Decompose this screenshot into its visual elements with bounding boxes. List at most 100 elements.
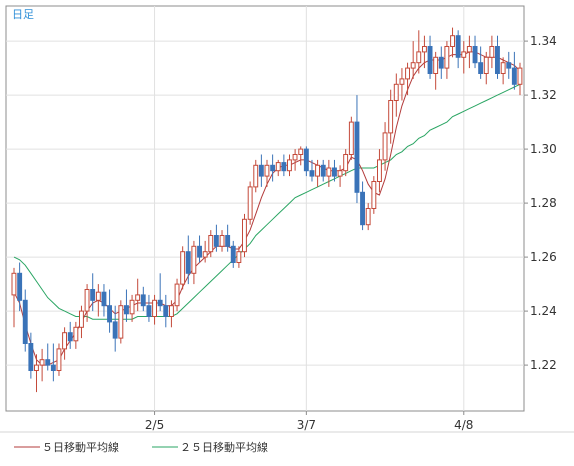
period-label: 日足: [12, 8, 34, 21]
candle-body: [354, 121, 360, 193]
candle-body: [506, 62, 512, 69]
candle-up: [34, 354, 39, 393]
candle-body: [315, 164, 321, 177]
candle-body: [79, 310, 84, 328]
candle-body: [213, 235, 219, 247]
candle-body: [208, 235, 214, 253]
candle-body: [180, 251, 186, 285]
candle-up: [399, 68, 405, 101]
candle-down: [140, 286, 146, 312]
candle-body: [399, 78, 405, 85]
grid: [6, 6, 528, 415]
candle-body: [39, 359, 45, 366]
candle-body: [169, 305, 174, 318]
candle-body: [455, 35, 461, 58]
candle-body: [225, 235, 231, 247]
candle-up: [236, 246, 242, 268]
candle-up: [264, 159, 270, 187]
candle-up: [343, 149, 349, 177]
candle-body: [101, 291, 107, 307]
y-tick-label: 1.26: [530, 250, 557, 264]
candle-body: [309, 170, 315, 177]
candle-up: [377, 149, 382, 193]
candle-body: [433, 56, 439, 74]
candle-up: [382, 122, 388, 171]
candle-up: [56, 343, 62, 376]
candle-down: [157, 273, 163, 312]
candle-body: [343, 154, 349, 172]
candle-body: [124, 305, 129, 315]
y-tick-label: 1.22: [530, 358, 557, 372]
candle-body: [50, 364, 56, 372]
candle-body: [62, 332, 67, 350]
candle-body: [258, 164, 264, 177]
candle-body: [84, 289, 90, 312]
candle-body: [67, 332, 73, 342]
candle-down: [146, 294, 152, 322]
candle-down: [303, 146, 309, 177]
candle-up: [169, 300, 174, 328]
candle-body: [185, 251, 191, 274]
candle-body: [360, 191, 366, 226]
candle-body: [466, 46, 472, 53]
candle-body: [377, 159, 382, 182]
candle-down: [320, 159, 326, 182]
candle-up: [315, 159, 321, 187]
candle-body: [393, 83, 399, 102]
candle-up: [208, 230, 214, 258]
candle-down: [225, 224, 231, 252]
candle-down: [309, 159, 315, 182]
candle-body: [56, 348, 62, 371]
ma25-polyline: [13, 83, 521, 320]
candle-up: [191, 240, 197, 285]
candle-up: [517, 62, 523, 96]
candle-down: [124, 289, 129, 322]
candle-body: [416, 51, 422, 64]
candle-body: [112, 321, 118, 339]
candle-body: [461, 51, 467, 58]
candle-body: [292, 154, 298, 161]
candle-body: [517, 67, 523, 85]
candle-up: [11, 267, 17, 328]
candle-body: [422, 46, 427, 53]
candle-body: [90, 289, 96, 301]
y-tick-label: 1.28: [530, 196, 557, 210]
candle-body: [236, 251, 242, 263]
candle-up: [393, 73, 399, 117]
candle-down: [197, 235, 203, 263]
candle-up: [365, 203, 371, 231]
y-tick-label: 1.30: [530, 142, 557, 156]
candle-body: [247, 186, 253, 220]
candle-up: [433, 51, 439, 90]
candle-up: [79, 305, 84, 339]
candle-down: [281, 154, 287, 177]
candle-up: [326, 159, 332, 187]
candle-down: [332, 159, 337, 182]
candle-up: [410, 41, 416, 79]
y-tick-label: 1.24: [530, 304, 557, 318]
candle-body: [287, 159, 292, 172]
candle-up: [337, 165, 343, 187]
x-tick-label: 3/7: [297, 418, 316, 432]
candle-up: [39, 348, 45, 382]
candle-up: [500, 57, 506, 85]
candle-body: [129, 299, 135, 315]
candle-down: [101, 284, 107, 317]
candle-body: [495, 46, 500, 74]
candle-body: [118, 305, 124, 339]
candle-body: [489, 46, 495, 58]
candle-up: [422, 35, 427, 69]
candle-up: [202, 240, 208, 263]
candle-body: [444, 46, 450, 69]
candles: [11, 27, 523, 393]
candle-down: [50, 343, 56, 382]
candle-down: [270, 154, 276, 182]
candle-body: [483, 56, 489, 74]
candle-down: [17, 262, 23, 312]
candle-body: [371, 181, 377, 209]
candle-body: [410, 62, 416, 69]
candle-body: [140, 294, 146, 307]
legend-ma25-label: ２５日移動平均線: [180, 440, 268, 454]
